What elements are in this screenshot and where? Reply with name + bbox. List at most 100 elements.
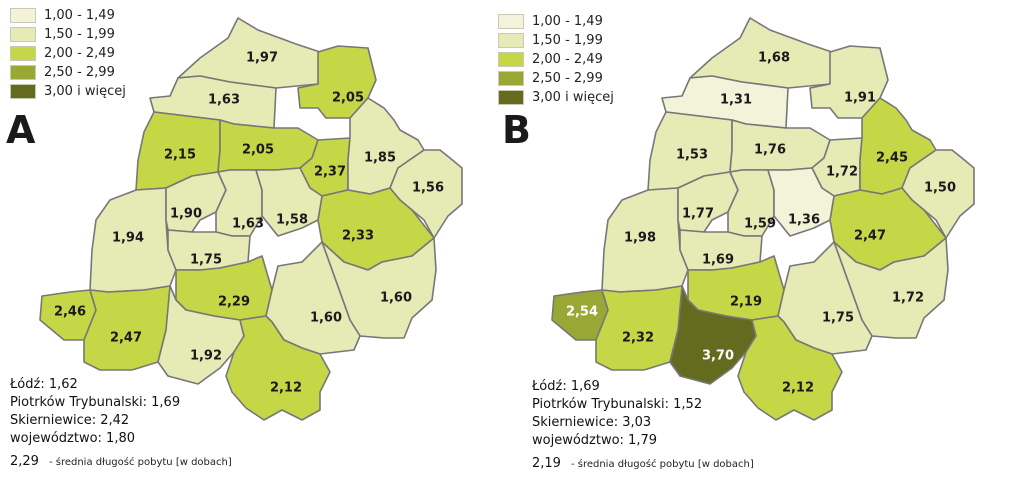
- region-value-label: 1,92: [190, 349, 222, 364]
- legend-label: 3,00 i więcej: [532, 90, 614, 105]
- note-a: 2,29 - średnia długość pobytu [w dobach]: [10, 454, 232, 469]
- region-south: [737, 315, 843, 421]
- legend-item: 2,00 - 2,49: [10, 44, 126, 63]
- legend-swatch: [10, 65, 36, 80]
- stat-wojewodztwo: województwo: 1,80: [10, 431, 135, 446]
- note-example-value: 2,29: [10, 454, 39, 469]
- region-value-label: 2,05: [242, 143, 274, 158]
- legend-item: 3,00 i więcej: [498, 88, 614, 107]
- region-value-label: 1,90: [170, 207, 202, 222]
- region-value-label: 1,31: [720, 93, 752, 108]
- region-se: [321, 237, 437, 339]
- region-value-label: 2,45: [876, 151, 908, 166]
- region-value-label: 3,70: [702, 349, 734, 364]
- legend-item: 1,00 - 1,49: [10, 6, 126, 25]
- legend-item: 1,50 - 1,99: [10, 25, 126, 44]
- legend-swatch: [10, 46, 36, 61]
- region-value-label: 1,58: [276, 213, 308, 228]
- region-value-label: 1,63: [208, 93, 240, 108]
- legend-a: 1,00 - 1,49 1,50 - 1,99 2,00 - 2,49 2,50…: [10, 6, 126, 101]
- region-value-label: 1,77: [682, 207, 714, 222]
- region-value-label: 1,63: [232, 217, 264, 232]
- region-value-label: 2,47: [110, 331, 142, 346]
- legend-item: 2,00 - 2,49: [498, 50, 614, 69]
- region-value-label: 2,37: [314, 165, 346, 180]
- region-value-label: 1,94: [112, 231, 144, 246]
- region-lodz-e: [255, 167, 323, 237]
- stat-piotrkow: Piotrków Trybunalski: 1,52: [532, 397, 703, 412]
- stat-skierniewice: Skierniewice: 3,03: [532, 415, 652, 430]
- stat-piotrkow: Piotrków Trybunalski: 1,69: [10, 395, 181, 410]
- legend-swatch: [498, 33, 524, 48]
- map-panel-b: 1,68 1,31 1,91 1,53 1,76 1,72 2,45 1,50 2,47 1,98…: [498, 0, 1023, 478]
- legend-label: 1,50 - 1,99: [44, 27, 115, 42]
- region-value-label: 1,60: [310, 311, 342, 326]
- stat-lodz: Łódź: 1,62: [10, 377, 78, 392]
- legend-item: 2,50 - 2,99: [10, 63, 126, 82]
- region-value-label: 2,19: [730, 295, 762, 310]
- region-ne-top: [297, 45, 377, 119]
- legend-item: 2,50 - 2,99: [498, 69, 614, 88]
- region-value-label: 2,29: [218, 295, 250, 310]
- note-description: - średnia długość pobytu [w dobach]: [48, 457, 232, 468]
- legend-swatch: [498, 14, 524, 29]
- region-value-label: 2,12: [270, 381, 302, 396]
- region-value-label: 1,68: [758, 51, 790, 66]
- legend-item: 1,00 - 1,49: [498, 12, 614, 31]
- region-value-label: 1,56: [412, 181, 444, 196]
- legend-swatch: [498, 52, 524, 67]
- region-lodz-w: [677, 171, 739, 233]
- region-value-label: 1,85: [364, 151, 396, 166]
- region-value-label: 2,47: [854, 229, 886, 244]
- region-value-label: 2,46: [54, 305, 86, 320]
- region-lodz-w: [165, 171, 227, 233]
- choropleth-map-b: 1,68 1,31 1,91 1,53 1,76 1,72 2,45 1,50 2,47 1,98…: [551, 17, 975, 421]
- region-value-label: 1,75: [822, 311, 854, 326]
- region-value-label: 2,12: [782, 381, 814, 396]
- stats-b: Łódź: 1,69 Piotrków Trybunalski: 1,52 Sk…: [532, 378, 702, 450]
- legend-item: 1,50 - 1,99: [498, 31, 614, 50]
- region-value-label: 2,54: [566, 305, 598, 320]
- stats-a: Łódź: 1,62 Piotrków Trybunalski: 1,69 Sk…: [10, 376, 180, 448]
- note-description: - średnia długość pobytu [w dobach]: [570, 459, 754, 470]
- region-value-label: 1,50: [924, 181, 956, 196]
- region-value-label: 2,33: [342, 229, 374, 244]
- legend-label: 2,00 - 2,49: [44, 46, 115, 61]
- legend-label: 1,50 - 1,99: [532, 33, 603, 48]
- legend-label: 3,00 i więcej: [44, 84, 126, 99]
- legend-swatch: [10, 84, 36, 99]
- legend-b: 1,00 - 1,49 1,50 - 1,99 2,00 - 2,49 2,50…: [498, 12, 614, 107]
- legend-swatch: [498, 71, 524, 86]
- legend-swatch: [498, 90, 524, 105]
- region-value-label: 1,60: [380, 291, 412, 306]
- panel-letter: B: [502, 108, 531, 152]
- legend-label: 1,00 - 1,49: [44, 8, 115, 23]
- legend-label: 2,50 - 2,99: [44, 65, 115, 80]
- legend-swatch: [10, 8, 36, 23]
- panel-letter: A: [6, 108, 36, 152]
- choropleth-map-a: 1,97 1,63 2,05 2,15 2,05 2,37 1,85 1,56 2,33 1,94…: [39, 17, 463, 421]
- legend-label: 1,00 - 1,49: [532, 14, 603, 29]
- region-value-label: 1,69: [702, 253, 734, 268]
- region-value-label: 2,32: [622, 331, 654, 346]
- region-value-label: 1,75: [190, 253, 222, 268]
- region-value-label: 1,36: [788, 213, 820, 228]
- region-value-label: 1,91: [844, 91, 876, 106]
- region-value-label: 1,98: [624, 231, 656, 246]
- stat-skierniewice: Skierniewice: 2,42: [10, 413, 130, 428]
- note-b: 2,19 - średnia długość pobytu [w dobach]: [532, 456, 754, 471]
- region-value-label: 1,97: [246, 51, 278, 66]
- region-value-label: 1,72: [892, 291, 924, 306]
- region-south: [225, 315, 331, 421]
- note-example-value: 2,19: [532, 456, 561, 471]
- region-ne-top: [809, 45, 889, 119]
- region-value-label: 1,53: [676, 148, 708, 163]
- region-value-label: 1,76: [754, 143, 786, 158]
- region-value-label: 2,15: [164, 148, 196, 163]
- region-se: [833, 237, 949, 339]
- region-value-label: 1,72: [826, 165, 858, 180]
- legend-item: 3,00 i więcej: [10, 82, 126, 101]
- region-value-label: 2,05: [332, 91, 364, 106]
- legend-swatch: [10, 27, 36, 42]
- stat-lodz: Łódź: 1,69: [532, 379, 600, 394]
